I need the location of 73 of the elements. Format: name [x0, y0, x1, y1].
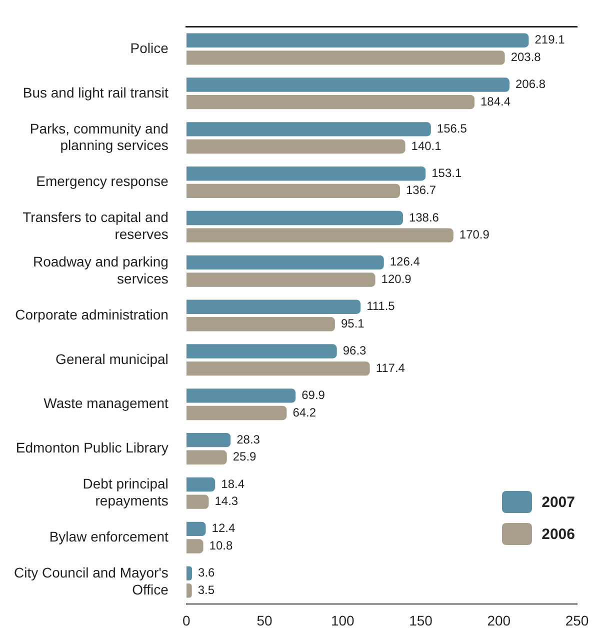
- x-tick-label: 250: [565, 612, 589, 628]
- bar: [186, 406, 287, 420]
- y-tick-label: Debt principal repayments: [82, 476, 168, 508]
- bar: [186, 432, 231, 448]
- data-label: 184.4: [480, 94, 511, 108]
- data-label: 64.2: [292, 405, 316, 420]
- bar: [186, 139, 406, 154]
- y-tick-label: Parks, community and planning services: [30, 120, 168, 154]
- bar: [186, 78, 510, 92]
- y-tick-label: Bylaw enforcement: [49, 528, 168, 544]
- data-label: 206.8: [516, 77, 546, 92]
- data-label: 170.9: [459, 228, 490, 242]
- bar: [186, 122, 431, 136]
- data-label: 117.4: [376, 360, 406, 375]
- data-label: 136.7: [406, 183, 436, 198]
- y-tick-label: General municipal: [56, 350, 168, 367]
- data-label: 95.1: [340, 316, 365, 330]
- data-label: 10.8: [209, 538, 233, 553]
- bar: [186, 522, 206, 536]
- bar: [186, 50, 505, 65]
- data-label: 14.3: [214, 494, 238, 508]
- y-tick-label: City Council and Mayor's Office: [14, 564, 169, 598]
- x-tick-label: 200: [487, 612, 511, 628]
- data-label: 3.5: [198, 582, 215, 597]
- bar: [186, 317, 335, 332]
- data-label: 140.1: [411, 138, 442, 153]
- bar: [186, 361, 370, 376]
- x-tick-label: 150: [409, 612, 433, 628]
- y-tick-label: Edmonton Public Library: [16, 440, 168, 456]
- data-label: 153.1: [432, 166, 462, 180]
- x-tick-label: 50: [256, 612, 273, 628]
- data-label: 18.4: [221, 476, 245, 491]
- bar: [186, 228, 454, 242]
- data-label: 120.9: [381, 272, 412, 286]
- bar: [186, 33, 529, 48]
- data-label: 12.4: [212, 521, 236, 536]
- y-tick-label: Corporate administration: [15, 306, 168, 322]
- y-tick-label: Waste management: [44, 395, 169, 412]
- y-tick-label: Transfers to capital and reserves: [22, 209, 168, 242]
- data-label: 111.5: [366, 299, 396, 314]
- bar: [186, 272, 376, 287]
- bar: [186, 388, 296, 403]
- bar: [186, 210, 403, 226]
- y-tick-label: Bus and light rail transit: [22, 84, 168, 100]
- bar: [186, 344, 337, 358]
- y-tick-label: Roadway and parking services: [32, 254, 168, 286]
- x-tick-label: 100: [330, 612, 355, 628]
- bar: [186, 94, 475, 110]
- data-label: 138.6: [408, 210, 440, 224]
- data-label: 203.8: [510, 50, 542, 64]
- legend-label: 2006: [542, 526, 575, 542]
- bar: [186, 494, 209, 509]
- bar: [186, 539, 204, 554]
- data-label: 25.9: [232, 450, 257, 464]
- bar: [186, 184, 400, 198]
- bar: [186, 584, 192, 598]
- data-label: 3.6: [198, 566, 216, 580]
- y-tick-label: Emergency response: [36, 173, 169, 190]
- data-label: 156.5: [436, 121, 468, 136]
- x-tick-label: 0: [182, 612, 190, 628]
- legend-label: 2007: [542, 494, 575, 510]
- bar: [186, 300, 361, 314]
- y-tick-label: Police: [130, 40, 169, 56]
- bar: [186, 450, 227, 465]
- data-label: 126.4: [390, 254, 420, 269]
- data-label: 96.3: [342, 344, 367, 358]
- data-label: 28.3: [236, 432, 260, 446]
- bar: [186, 566, 192, 580]
- bar: [186, 255, 384, 270]
- bar: [186, 166, 426, 181]
- bar: [186, 477, 216, 492]
- data-label: 219.1: [534, 32, 566, 47]
- data-label: 69.9: [302, 388, 326, 402]
